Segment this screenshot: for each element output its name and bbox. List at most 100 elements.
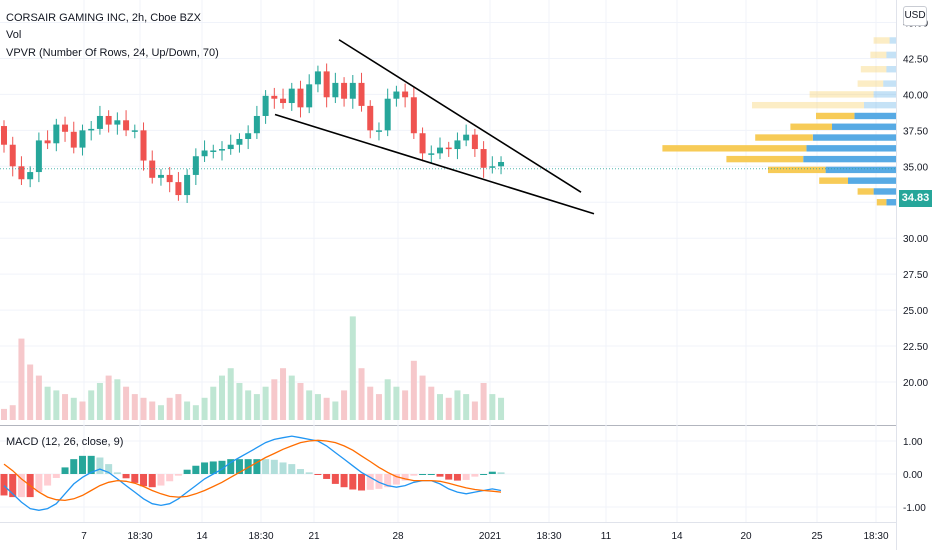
volume-bar <box>96 383 103 420</box>
macd-histogram-bar <box>122 474 130 479</box>
candle-body <box>410 97 417 134</box>
macd-histogram-bar <box>358 474 366 491</box>
vpvr-legend: VPVR (Number Of Rows, 24, Up/Down, 70) <box>6 47 219 59</box>
macd-tick-label: 0.00 <box>903 470 923 481</box>
vpvr-down-bar <box>876 199 887 206</box>
candle-body <box>157 174 164 178</box>
macd-histogram-bar <box>78 455 86 474</box>
macd-histogram-bar <box>288 464 296 474</box>
volume-bar <box>175 394 182 420</box>
currency-button[interactable]: USD <box>903 6 927 26</box>
candle-body <box>384 98 391 131</box>
candle-body <box>192 156 199 175</box>
candle-body <box>262 95 269 116</box>
macd-histogram-bar <box>462 474 470 480</box>
candle-body <box>271 95 278 99</box>
volume-bar <box>314 394 321 420</box>
volume-bar <box>297 383 304 420</box>
signal-line <box>3 439 502 502</box>
candle-body <box>358 82 365 106</box>
volume-bar <box>306 390 313 420</box>
macd-tick-label: -1.00 <box>903 503 926 514</box>
candle-body <box>149 160 156 178</box>
vpvr-down-bar <box>755 134 813 141</box>
macd-histogram-bar <box>436 474 444 477</box>
macd-histogram-bar <box>140 474 148 487</box>
candle-body <box>201 150 208 157</box>
candle-body <box>245 133 252 139</box>
candle-body <box>367 105 374 131</box>
volume-bar <box>410 360 417 420</box>
macd-histogram-bar <box>235 459 243 474</box>
vpvr-up-bar <box>873 188 896 195</box>
candle-body <box>210 150 217 152</box>
time-tick-label: 7 <box>81 531 87 542</box>
macd-histogram-bar <box>9 474 17 498</box>
time-tick-label: 11 <box>601 531 612 542</box>
time-tick-label: 21 <box>308 531 320 542</box>
volume-bar <box>53 390 60 420</box>
volume-bars <box>1 316 505 420</box>
macd-histogram-bar <box>392 474 400 485</box>
macd-histogram-bar <box>262 459 270 474</box>
volume-bar <box>419 375 426 420</box>
volume-bar <box>341 390 348 420</box>
macd-histogram-bar <box>166 474 174 482</box>
grid-lines <box>0 0 896 522</box>
candle-body <box>35 140 42 173</box>
candle-body <box>280 98 287 104</box>
macd-histogram-bar <box>375 474 383 489</box>
candle-body <box>236 138 243 145</box>
vpvr-up-bar <box>886 199 896 206</box>
volume-bar <box>253 394 260 420</box>
candle-body <box>44 140 51 144</box>
candle-body <box>79 130 86 148</box>
volume-bar <box>358 368 365 420</box>
macd-histogram-bar <box>401 474 409 481</box>
volume-bar <box>262 386 269 420</box>
macd-histogram-bar <box>253 459 261 474</box>
volume-bar <box>454 390 461 420</box>
candle-body <box>341 82 348 99</box>
vpvr-down-bar <box>857 188 874 195</box>
volume-bar <box>236 383 243 420</box>
volume-bar <box>88 390 95 420</box>
vpvr-down-bar <box>816 112 855 120</box>
macd-histogram-bar <box>227 459 235 474</box>
macd-histogram <box>0 455 505 498</box>
candle-body <box>480 149 487 168</box>
time-tick-label: 14 <box>196 531 208 542</box>
volume-bar <box>489 394 496 420</box>
volume-bar <box>498 397 505 420</box>
macd-histogram-bar <box>183 469 191 474</box>
macd-histogram-bar <box>96 457 104 474</box>
vpvr-down-bar <box>857 80 884 87</box>
macd-histogram-bar <box>44 474 52 486</box>
volume-bar <box>393 386 400 420</box>
volume-bar <box>114 379 121 420</box>
vpvr-up-bar <box>889 37 896 44</box>
macd-histogram-bar <box>488 471 496 474</box>
price-tick-label: 22.50 <box>903 342 928 353</box>
vpvr-up-bar <box>832 123 896 130</box>
macd-histogram-bar <box>331 474 339 484</box>
volume-bar <box>227 368 234 420</box>
vpvr-up-bar <box>806 145 896 152</box>
candle-body <box>463 134 470 141</box>
candle-body <box>419 133 426 154</box>
candle-body <box>70 131 77 148</box>
volume-bar <box>157 405 164 420</box>
macd-histogram-bar <box>131 474 139 483</box>
macd-histogram-bar <box>480 474 488 475</box>
price-tick-label: 25.00 <box>903 306 928 317</box>
macd-histogram-bar <box>157 474 165 486</box>
time-axis: 7 18:30 14 18:30 21 28 2021 18:30 11 14 20 25 18:30 <box>81 531 889 542</box>
macd-histogram-bar <box>148 474 156 488</box>
volume-bar <box>62 394 69 420</box>
volume-bar <box>1 408 7 420</box>
volume-bar <box>184 401 191 420</box>
volume-bar <box>463 394 470 420</box>
volume-bar <box>384 379 391 420</box>
vpvr-down-bar <box>873 37 890 44</box>
